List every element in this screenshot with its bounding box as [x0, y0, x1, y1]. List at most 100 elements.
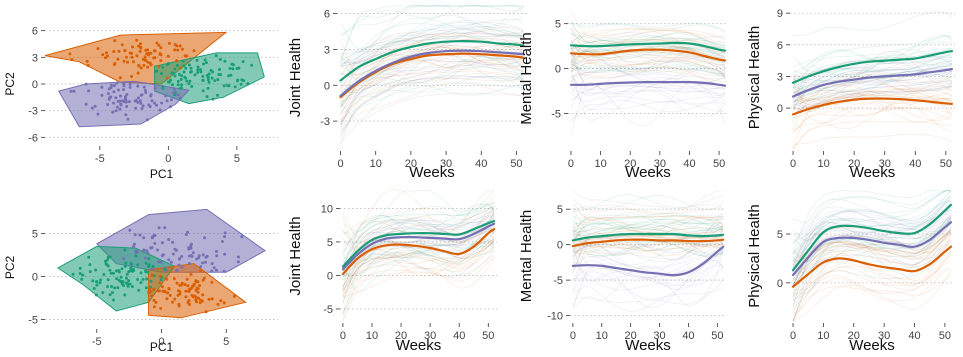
point-green	[233, 85, 237, 89]
mean-line-green	[792, 50, 953, 84]
point-purple	[112, 101, 116, 105]
trajectory-green	[572, 224, 724, 248]
point-orange	[141, 57, 145, 61]
trajectory-orange	[572, 207, 724, 220]
trajectory-orange	[792, 85, 953, 110]
point-green	[145, 277, 149, 281]
point-purple	[110, 83, 113, 87]
trajectory-orange	[340, 47, 524, 96]
trajectory-purple	[570, 40, 726, 79]
point-orange	[168, 293, 172, 297]
point-green	[130, 285, 134, 289]
trajectory-purple	[792, 67, 952, 103]
point-purple	[178, 257, 182, 261]
point-green	[226, 84, 230, 87]
trajectory-purple	[342, 236, 495, 303]
point-purple	[197, 254, 201, 258]
point-purple	[171, 240, 175, 244]
point-purple	[158, 108, 162, 112]
trajectory-purple	[570, 50, 726, 96]
point-green	[193, 73, 197, 77]
hull-purple	[57, 80, 190, 128]
trajectory-green	[340, 21, 524, 68]
point-orange	[186, 284, 190, 288]
trajectory-purple	[340, 4, 524, 64]
point-purple	[177, 263, 181, 267]
point-green	[196, 71, 200, 74]
point-orange	[176, 289, 180, 293]
trajectory-orange	[572, 243, 724, 267]
x-tick-label: 0	[165, 153, 171, 165]
trajectory-orange	[792, 252, 952, 321]
trajectory-orange	[342, 245, 495, 270]
point-purple	[153, 101, 156, 105]
trajectory-orange	[342, 257, 495, 316]
point-purple	[127, 100, 131, 104]
y-axis-label: Joint Health	[287, 38, 304, 117]
trajectory-green	[570, 22, 726, 47]
point-orange	[202, 276, 206, 280]
point-orange	[156, 289, 160, 293]
trajectory-orange	[792, 107, 953, 133]
trajectory-purple	[792, 56, 952, 100]
point-orange	[146, 65, 150, 69]
trajectory-orange	[792, 102, 953, 150]
point-purple	[106, 103, 110, 106]
point-green	[106, 258, 109, 262]
point-green	[187, 82, 191, 86]
x-tick-label: 20	[848, 158, 860, 170]
x-tick-label: 50	[713, 158, 725, 170]
point-purple	[112, 90, 116, 94]
x-tick-label: 20	[405, 158, 417, 170]
point-green	[231, 67, 235, 71]
trajectory-purple	[570, 73, 726, 97]
trajectory-orange	[570, 28, 726, 55]
trajectory-green	[340, 84, 524, 121]
panel-r2_pca: -5 0 5 -5 0 5 PC1 PC2	[3, 208, 278, 354]
point-green	[78, 272, 82, 275]
trajectory-orange	[340, 53, 524, 97]
point-purple	[220, 240, 224, 243]
trajectory-green	[342, 244, 495, 290]
y-tick-label: 3	[32, 52, 38, 64]
point-green	[161, 65, 165, 69]
point-green	[108, 255, 112, 259]
point-green	[102, 272, 106, 276]
point-green	[223, 59, 227, 63]
x-tick-label: 40	[453, 330, 465, 342]
point-purple	[172, 87, 176, 91]
trajectory-purple	[570, 66, 726, 121]
trajectory-green	[340, 82, 524, 134]
trajectory-orange	[792, 90, 953, 119]
point-purple	[176, 93, 180, 97]
trajectory-green	[570, 60, 726, 75]
point-green	[161, 85, 165, 89]
point-orange	[153, 56, 157, 60]
point-green	[171, 83, 174, 87]
x-tick-label: 30	[424, 330, 436, 342]
point-purple	[153, 241, 157, 245]
trajectory-orange	[340, 52, 524, 87]
point-orange	[232, 294, 236, 298]
trajectory-purple	[342, 230, 495, 275]
y-tick-label: -5	[551, 109, 561, 121]
point-purple	[72, 89, 76, 93]
point-purple	[141, 104, 145, 108]
trajectory-purple	[570, 40, 726, 72]
trajectory-green	[792, 48, 952, 72]
trajectory-orange	[340, 58, 524, 91]
point-purple	[100, 93, 104, 97]
trajectory-green	[340, 17, 524, 76]
trajectory-orange	[570, 11, 726, 39]
trajectory-purple	[570, 100, 726, 120]
point-purple	[121, 99, 124, 103]
trajectory-purple	[792, 82, 952, 116]
point-purple	[128, 82, 132, 86]
point-green	[206, 86, 210, 90]
point-orange	[159, 59, 163, 63]
point-purple	[117, 88, 120, 92]
point-orange	[178, 292, 182, 296]
point-orange	[152, 49, 156, 53]
trajectory-orange	[570, 49, 726, 72]
trajectory-purple	[570, 58, 726, 73]
